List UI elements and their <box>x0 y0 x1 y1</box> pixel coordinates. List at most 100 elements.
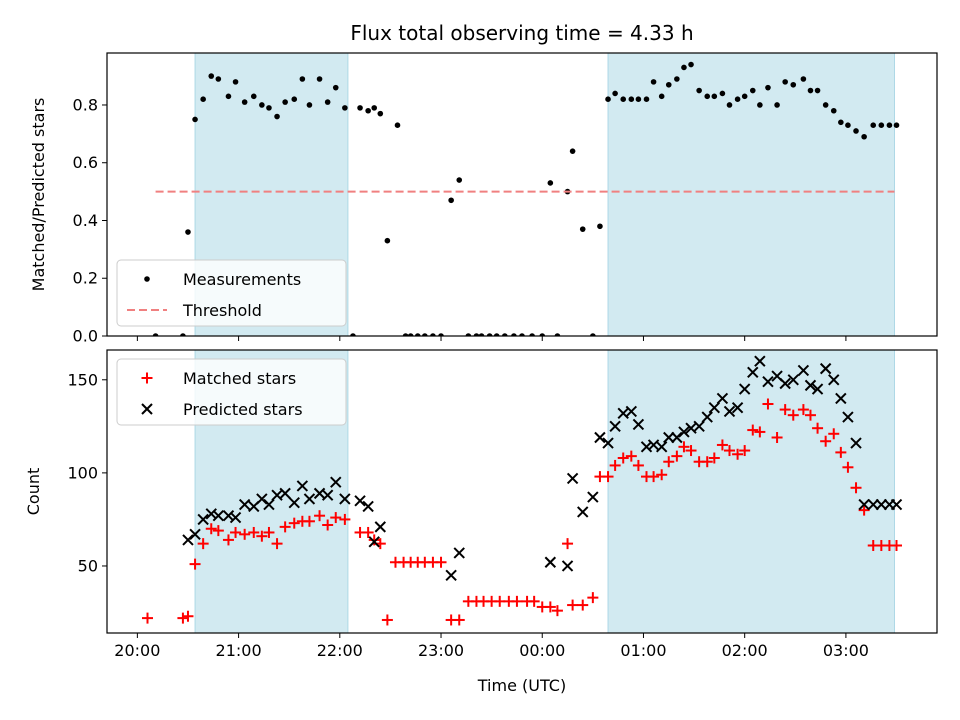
cross-marker-b <box>835 392 847 405</box>
cross-marker-b <box>189 528 201 541</box>
chart-title: Flux total observing time = 4.33 h <box>350 21 693 45</box>
matched-star-point <box>602 471 614 483</box>
cross-marker-b <box>296 480 309 492</box>
y-axis-label: Count <box>24 468 43 516</box>
cross-marker-b <box>271 489 283 501</box>
legend-label: Predicted stars <box>183 400 303 419</box>
predicted-star-point <box>339 493 351 505</box>
measurement-point <box>422 333 428 336</box>
cross-marker-b <box>182 534 194 546</box>
y-axis-label: Matched/Predicted stars <box>29 98 48 292</box>
cross-marker-b <box>693 420 705 433</box>
matched-star-point <box>747 424 759 436</box>
predicted-star-point <box>754 355 766 367</box>
measurement-point <box>465 333 472 336</box>
matched-star-point <box>239 528 251 540</box>
panel-frame <box>106 52 938 337</box>
matched-star-point <box>567 599 579 611</box>
matched-star-point <box>739 445 751 457</box>
measurement-point <box>597 223 603 230</box>
cross-marker-b <box>858 498 870 511</box>
matched-star-point <box>562 538 574 550</box>
measurement-point <box>554 333 561 336</box>
measurement-point <box>782 79 788 85</box>
cross-marker-b <box>640 441 653 453</box>
cross-marker-b <box>754 355 766 367</box>
matched-star-point <box>617 452 629 464</box>
measurement-point <box>658 93 665 100</box>
cross-marker-b <box>263 498 275 511</box>
measurement-point <box>845 122 851 128</box>
matched-star-point <box>544 601 556 613</box>
measurement-point <box>473 333 480 336</box>
cross-marker-b <box>663 431 675 444</box>
predicted-star-point <box>222 509 235 522</box>
cross-marker-b <box>875 498 888 511</box>
measurement-point <box>185 229 191 235</box>
predicted-star-point <box>701 411 713 423</box>
matched-star-point <box>330 512 342 524</box>
panel-ratio: 0.0 0.2 0.4 0.6 0.8 Matched/Predicted stars Me… <box>29 52 938 346</box>
measurement-point <box>371 105 378 111</box>
legend-box <box>116 259 347 327</box>
measurement-point <box>324 99 331 105</box>
predicted-star-point <box>229 511 242 524</box>
matched-star-point <box>779 404 791 416</box>
cross-marker-b <box>738 383 751 395</box>
measurement-point <box>605 96 611 103</box>
predicted-star-point <box>804 379 817 392</box>
predicted-star-point <box>835 392 847 405</box>
measurement-point <box>332 84 339 91</box>
series-group <box>152 61 900 336</box>
matched-star-point <box>577 599 589 611</box>
matched-star-point <box>222 534 234 546</box>
measurement-point <box>893 122 900 128</box>
matched-star-point <box>256 530 268 542</box>
measurement-point <box>200 96 206 103</box>
cross-marker-b <box>828 374 840 386</box>
legend-swatch-marker <box>141 372 153 384</box>
matched-star-point <box>288 517 300 529</box>
measurement-point <box>696 87 702 94</box>
matched-star-point <box>362 526 374 538</box>
y-tick-label: 0.8 <box>73 95 98 114</box>
predicted-star-point <box>544 556 557 568</box>
legend-label: Matched stars <box>183 369 296 388</box>
measurement-point <box>365 107 371 114</box>
measurement-point <box>774 102 780 108</box>
matched-star-point <box>197 538 209 550</box>
cross-marker-b <box>256 493 268 505</box>
measurement-point <box>674 76 680 82</box>
x-axis-label: Time (UTC) <box>477 676 566 695</box>
measurement-point <box>757 102 763 108</box>
measurement-point <box>765 84 771 91</box>
measurement-point <box>152 333 159 336</box>
matched-star-point <box>368 534 380 546</box>
matched-star-point <box>812 422 824 434</box>
measurement-point <box>853 128 859 134</box>
measurement-point <box>726 102 733 108</box>
matched-star-point <box>771 432 783 444</box>
matched-star-point <box>701 456 713 468</box>
matched-star-point <box>551 605 563 617</box>
measurement-point <box>790 81 797 88</box>
matched-star-point <box>322 519 334 531</box>
matched-star-point <box>141 612 153 624</box>
x-tick-label: 23:00 <box>418 641 464 660</box>
measurement-point <box>306 102 313 108</box>
matched-star-point <box>587 592 599 604</box>
measurement-point <box>299 76 306 82</box>
cross-marker-b <box>197 513 209 526</box>
predicted-star-point <box>716 392 729 405</box>
cross-marker-b <box>544 556 557 568</box>
x-tick-label: 02:00 <box>722 641 768 660</box>
shaded-interval <box>607 53 895 336</box>
predicted-star-point <box>189 528 201 541</box>
matched-star-point <box>381 614 393 626</box>
legend: Measurements Threshold <box>116 259 347 327</box>
measurement-point <box>665 81 672 88</box>
cross-marker-b <box>890 498 903 511</box>
legend-item: Measurements <box>144 270 301 289</box>
predicted-star-point <box>708 402 721 414</box>
